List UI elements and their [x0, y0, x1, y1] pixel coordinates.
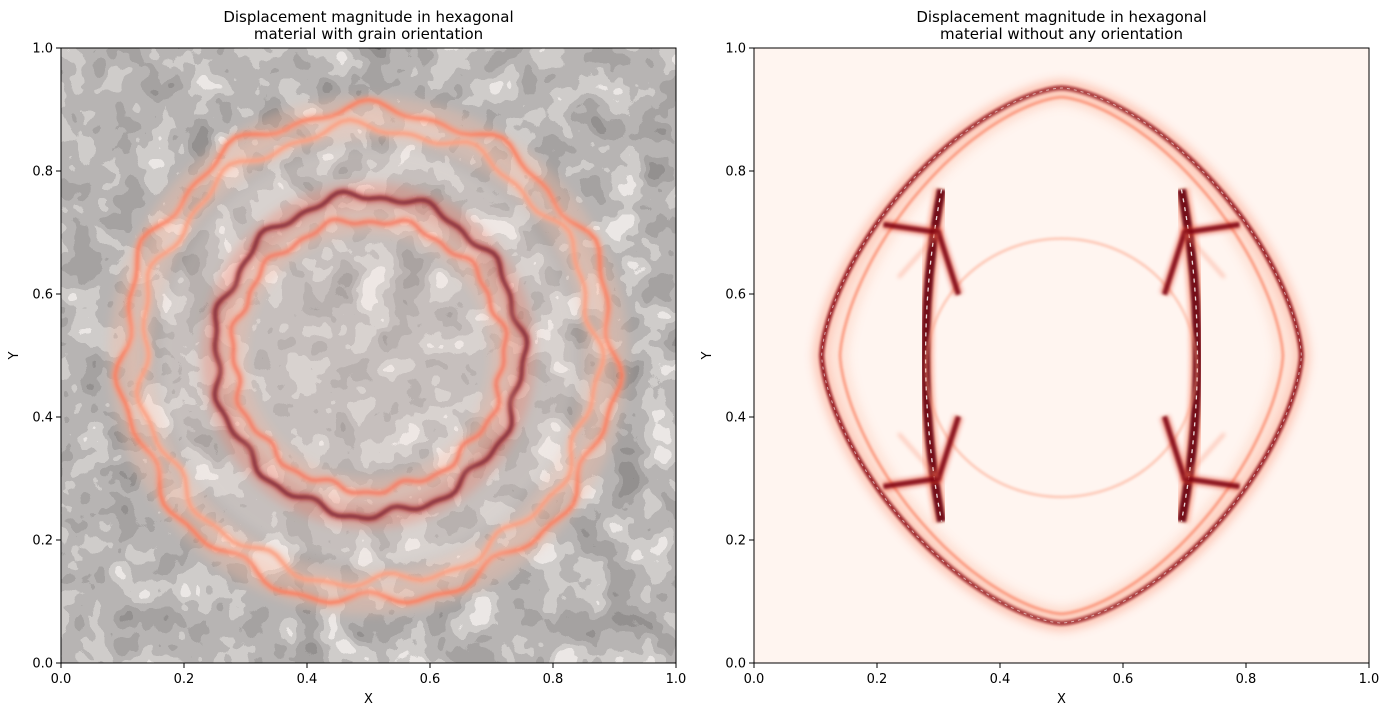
- right-y-tick-label: 0.2: [725, 534, 746, 549]
- left-y-ticks: 0.0 0.2 0.4 0.6 0.8 1.0: [32, 42, 61, 672]
- left-wavefronts: [109, 96, 628, 615]
- right-cusp-tail: [897, 231, 940, 279]
- right-axes-frame: [753, 47, 1370, 664]
- left-title-line-2: material with grain orientation: [254, 25, 483, 43]
- left-x-tick-label: 0.8: [543, 672, 564, 687]
- left-x-tick-label: 0.0: [51, 672, 72, 687]
- right-outer-wave: [838, 95, 1285, 616]
- right-title-line-1: Displacement magnitude in hexagonal: [916, 8, 1206, 26]
- right-y-tick-label: 0.6: [725, 288, 746, 303]
- right-x-tick-label: 1.0: [1359, 672, 1380, 687]
- right-cusp-tail: [1183, 231, 1226, 279]
- left-y-tick-label: 0.4: [32, 411, 53, 426]
- right-y-axis-label: Y: [700, 351, 715, 360]
- left-y-tick-label: 0.2: [32, 534, 53, 549]
- right-wavefronts: [813, 79, 1310, 632]
- right-background: [754, 48, 1369, 663]
- left-title-line-1: Displacement magnitude in hexagonal: [223, 8, 513, 26]
- right-x-ticks: 0.0 0.2 0.4 0.6 0.8 1.0: [744, 663, 1380, 687]
- right-cusp-tail: [897, 432, 940, 480]
- right-faint-inner-wave: [924, 237, 1199, 499]
- left-interior-veil: [159, 146, 578, 565]
- panel-without-orientation: Displacement magnitude in hexagonal mate…: [700, 8, 1379, 707]
- right-x-tick-label: 0.2: [867, 672, 888, 687]
- left-x-tick-label: 0.4: [297, 672, 318, 687]
- right-y-tick-label: 1.0: [725, 42, 746, 57]
- right-x-axis-label: X: [1057, 692, 1066, 707]
- right-plot-area: [754, 48, 1369, 663]
- left-y-axis-label: Y: [7, 351, 22, 360]
- right-y-tick-label: 0.0: [725, 657, 746, 672]
- left-y-tick-label: 0.8: [32, 165, 53, 180]
- right-cusp-tail: [1183, 432, 1226, 480]
- right-y-ticks: 0.0 0.2 0.4 0.6 0.8 1.0: [725, 42, 754, 672]
- left-x-ticks: 0.0 0.2 0.4 0.6 0.8 1.0: [51, 663, 687, 687]
- left-y-tick-label: 0.0: [32, 657, 53, 672]
- left-plot-area: [61, 48, 676, 663]
- left-x-axis-label: X: [364, 692, 373, 707]
- left-x-tick-label: 0.2: [174, 672, 195, 687]
- right-x-tick-label: 0.6: [1113, 672, 1134, 687]
- right-y-tick-label: 0.8: [725, 165, 746, 180]
- left-y-tick-label: 0.6: [32, 288, 53, 303]
- right-x-tick-label: 0.4: [990, 672, 1011, 687]
- right-x-tick-label: 0.0: [744, 672, 765, 687]
- panel-with-grain-orientation: Displacement magnitude in hexagonal mate…: [7, 8, 686, 707]
- right-y-tick-label: 0.4: [725, 411, 746, 426]
- left-x-tick-label: 1.0: [666, 672, 687, 687]
- right-x-tick-label: 0.8: [1236, 672, 1257, 687]
- left-wave-core: [135, 118, 605, 588]
- right-title-line-2: material without any orientation: [940, 25, 1183, 43]
- right-outer-wave-node-line: [821, 87, 1302, 624]
- left-y-tick-label: 1.0: [32, 42, 53, 57]
- left-x-tick-label: 0.6: [420, 672, 441, 687]
- left-axes-frame: [60, 47, 677, 664]
